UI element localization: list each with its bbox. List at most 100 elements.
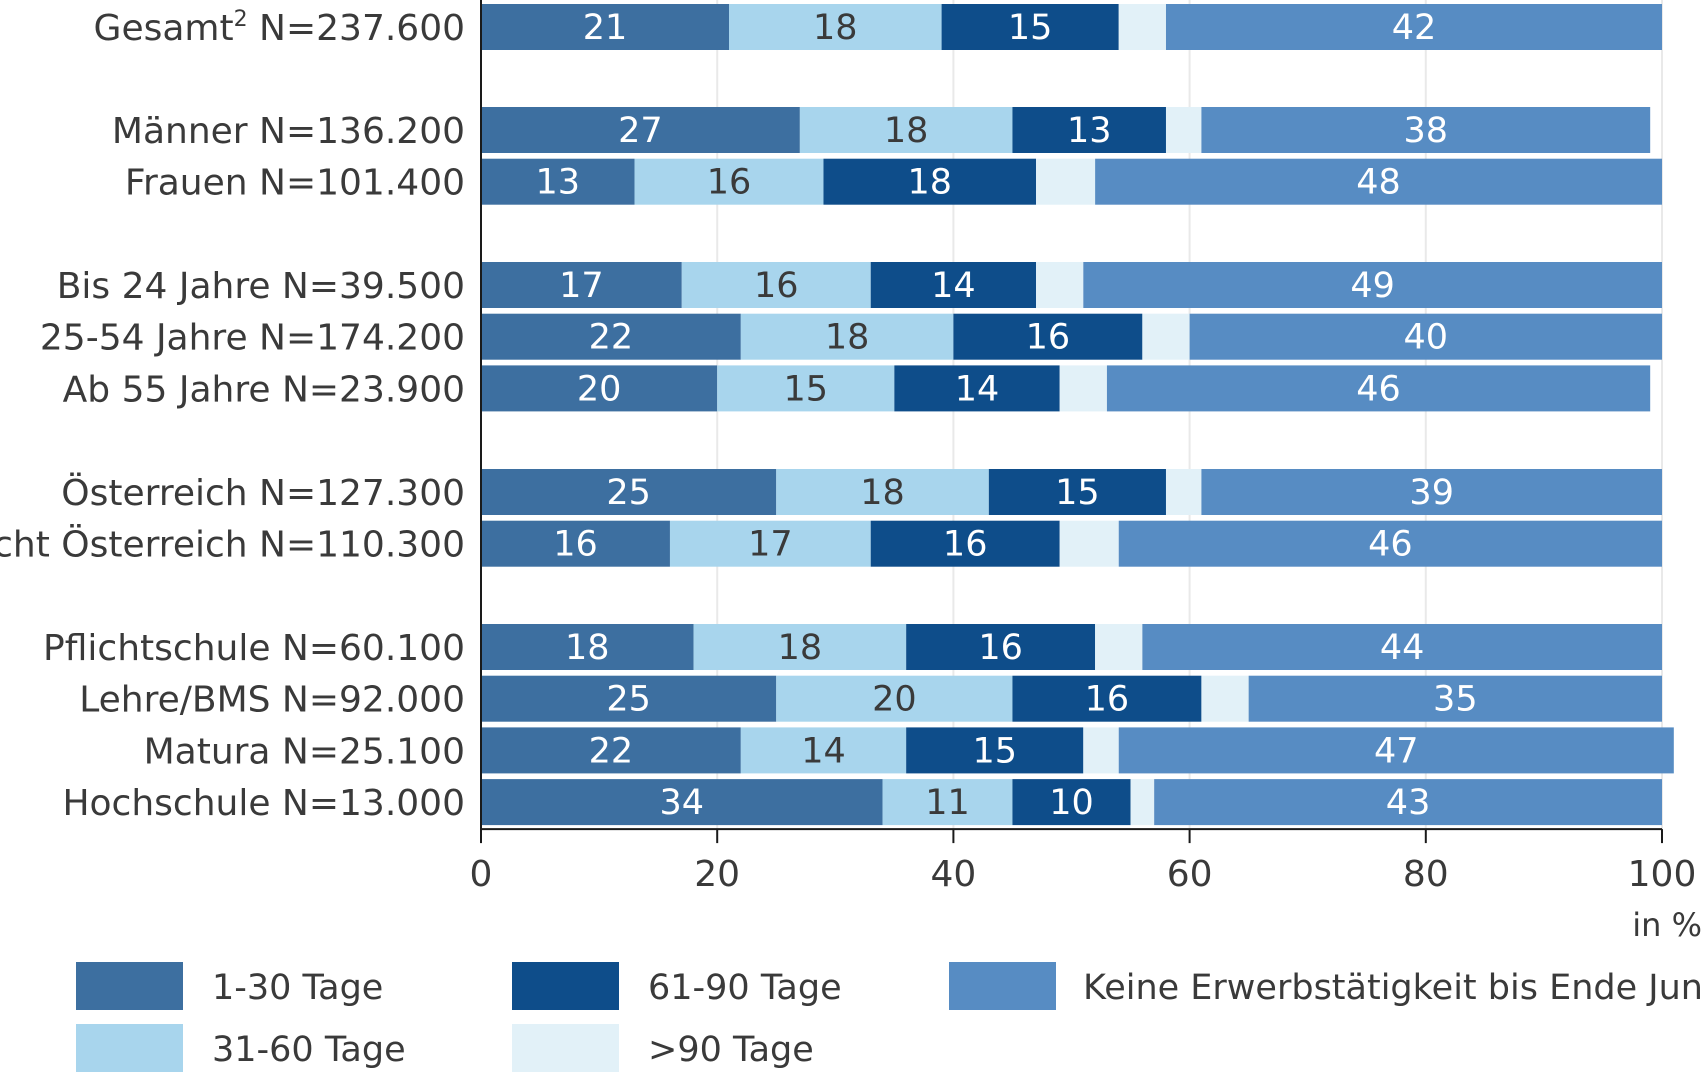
bar-segment-keine-erwerbst-tigkeit-bis-ende-juni bbox=[1189, 313, 1662, 360]
bar-segment-90-tage bbox=[1118, 4, 1166, 50]
data-label: 18 bbox=[778, 628, 823, 668]
bar-segment-61-90-tage bbox=[1012, 675, 1202, 722]
data-label: 18 bbox=[884, 111, 929, 151]
bar-segment-31-60-tage bbox=[729, 4, 942, 50]
bar-segment-61-90-tage bbox=[823, 158, 1037, 205]
bar-segment-61-90-tage bbox=[953, 313, 1143, 360]
bar-segment-31-60-tage bbox=[740, 313, 954, 360]
bar-segment-90-tage bbox=[1130, 779, 1155, 826]
bar-segment-61-90-tage bbox=[1012, 107, 1166, 153]
category-label: Pflichtschule N=60.100 bbox=[43, 628, 465, 669]
bars bbox=[481, 4, 1674, 826]
bar-segment-1-30-tage bbox=[481, 262, 682, 308]
bar-segment-90-tage bbox=[1059, 520, 1119, 567]
bar-segment-1-30-tage bbox=[481, 469, 777, 515]
bar-segment-1-30-tage bbox=[481, 675, 777, 722]
x-tick-label: 0 bbox=[470, 854, 493, 895]
legend-swatch-61-90-tage bbox=[512, 962, 619, 1010]
category-label: Männer N=136.200 bbox=[112, 111, 465, 152]
x-tick-label: 80 bbox=[1403, 854, 1449, 895]
legend-label: 61-90 Tage bbox=[648, 968, 842, 1008]
bar-segment-1-30-tage bbox=[481, 4, 730, 50]
bar-segment-keine-erwerbst-tigkeit-bis-ende-juni bbox=[1201, 107, 1651, 153]
bar-segment-61-90-tage bbox=[941, 4, 1119, 50]
data-label: 38 bbox=[1404, 111, 1449, 151]
legend-label: 31-60 Tage bbox=[212, 1030, 406, 1070]
x-axis: 0 20 40 60 80 100 in % bbox=[470, 0, 1702, 944]
bar-segment-keine-erwerbst-tigkeit-bis-ende-juni bbox=[1106, 365, 1651, 412]
data-label: 43 bbox=[1386, 783, 1431, 823]
bar-segment-1-30-tage bbox=[481, 313, 741, 360]
data-label: 35 bbox=[1433, 680, 1478, 720]
category-labels: Gesamt2 N=237.600 Männer N=136.200 Frauen … bbox=[0, 7, 465, 824]
data-label: 47 bbox=[1374, 731, 1419, 771]
x-tick-label: 20 bbox=[694, 854, 740, 895]
data-label: 16 bbox=[707, 163, 752, 203]
bar-segment-keine-erwerbst-tigkeit-bis-ende-juni bbox=[1083, 262, 1662, 308]
category-label: Frauen N=101.400 bbox=[125, 163, 465, 204]
bar-segment-90-tage bbox=[1036, 262, 1084, 308]
category-label: 25-54 Jahre N=174.200 bbox=[40, 318, 465, 359]
data-label: 15 bbox=[972, 731, 1017, 771]
bar-segment-keine-erwerbst-tigkeit-bis-ende-juni bbox=[1095, 158, 1662, 205]
data-label: 17 bbox=[748, 525, 793, 565]
legend-swatch-31-60-tage bbox=[76, 1024, 183, 1072]
bar-segment-1-30-tage bbox=[481, 727, 741, 774]
bar-segment-61-90-tage bbox=[906, 727, 1084, 774]
data-label: 11 bbox=[925, 783, 970, 823]
data-label: 21 bbox=[583, 8, 628, 48]
data-label: 44 bbox=[1380, 628, 1425, 668]
bar-segment-90-tage bbox=[1165, 469, 1202, 515]
bar-segment-61-90-tage bbox=[870, 520, 1060, 567]
data-label: 18 bbox=[860, 473, 905, 513]
category-label: Lehre/BMS N=92.000 bbox=[79, 680, 465, 721]
bar-segment-keine-erwerbst-tigkeit-bis-ende-juni bbox=[1142, 624, 1662, 670]
bar-segment-90-tage bbox=[1142, 313, 1190, 360]
data-label: 15 bbox=[1055, 473, 1100, 513]
bar-segment-31-60-tage bbox=[799, 107, 1013, 153]
data-label: 25 bbox=[606, 473, 651, 513]
data-label: 48 bbox=[1356, 163, 1401, 203]
data-label: 16 bbox=[553, 525, 598, 565]
bar-segment-90-tage bbox=[1201, 675, 1249, 722]
category-label: Ab 55 Jahre N=23.900 bbox=[63, 369, 465, 410]
bar-segment-61-90-tage bbox=[988, 469, 1166, 515]
bar-segment-31-60-tage bbox=[669, 520, 871, 567]
category-label: Bis 24 Jahre N=39.500 bbox=[57, 266, 465, 307]
legend-label: 1-30 Tage bbox=[212, 968, 383, 1008]
bar-segment-31-60-tage bbox=[693, 624, 907, 670]
x-axis-unit: in % bbox=[1632, 906, 1702, 944]
bar-segment-31-60-tage bbox=[776, 469, 989, 515]
bar-segment-31-60-tage bbox=[717, 365, 895, 412]
bar-segment-61-90-tage bbox=[906, 624, 1096, 670]
data-label: 25 bbox=[606, 680, 651, 720]
bar-segment-61-90-tage bbox=[870, 262, 1037, 308]
data-label: 20 bbox=[577, 369, 622, 409]
data-label: 22 bbox=[589, 318, 634, 358]
bar-segment-90-tage bbox=[1059, 365, 1107, 412]
category-label: Hochschule N=13.000 bbox=[62, 783, 465, 824]
bar-segment-90-tage bbox=[1095, 624, 1143, 670]
bar-segment-31-60-tage bbox=[634, 158, 824, 205]
data-label: 13 bbox=[1067, 111, 1112, 151]
data-label: 16 bbox=[754, 266, 799, 306]
bar-segment-90-tage bbox=[1036, 158, 1096, 205]
bar-segment-31-60-tage bbox=[681, 262, 871, 308]
category-label: Gesamt2 N=237.600 bbox=[94, 7, 465, 49]
bar-segment-keine-erwerbst-tigkeit-bis-ende-juni bbox=[1201, 469, 1662, 515]
data-label: 14 bbox=[931, 266, 976, 306]
bar-segment-31-60-tage bbox=[882, 779, 1013, 826]
legend-swatch-1-30-tage bbox=[76, 962, 183, 1010]
data-label: 18 bbox=[825, 318, 870, 358]
data-label: 40 bbox=[1404, 318, 1449, 358]
bar-segment-1-30-tage bbox=[481, 779, 883, 826]
data-label: 39 bbox=[1409, 473, 1454, 513]
data-label: 18 bbox=[813, 8, 858, 48]
bar-segment-keine-erwerbst-tigkeit-bis-ende-juni bbox=[1165, 4, 1662, 50]
category-label: Nicht Österreich N=110.300 bbox=[0, 524, 465, 566]
data-label: 20 bbox=[872, 680, 917, 720]
data-label: 46 bbox=[1356, 369, 1401, 409]
data-label: 13 bbox=[535, 163, 580, 203]
legend-label: >90 Tage bbox=[648, 1030, 814, 1070]
